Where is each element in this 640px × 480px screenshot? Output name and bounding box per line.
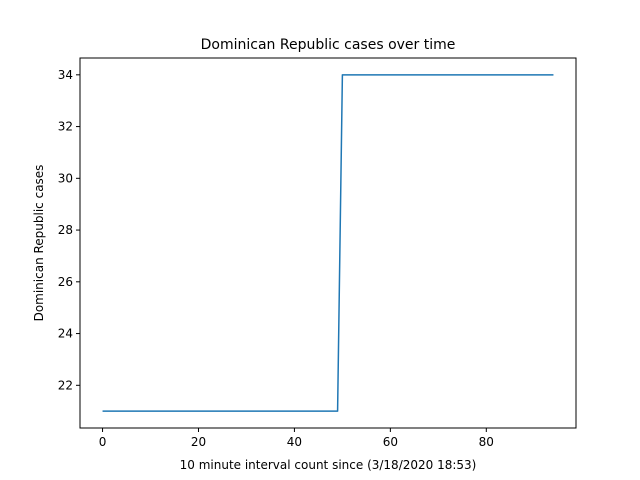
- y-tick-label: 22: [58, 378, 73, 392]
- x-tick-label: 20: [191, 435, 206, 449]
- x-tick-label: 40: [287, 435, 302, 449]
- chart-title: Dominican Republic cases over time: [201, 37, 456, 53]
- x-tick-label: 60: [383, 435, 398, 449]
- x-axis-label: 10 minute interval count since (3/18/202…: [180, 458, 477, 472]
- y-tick-label: 30: [58, 171, 73, 185]
- y-axis-label: Dominican Republic cases: [32, 165, 46, 322]
- y-tick-label: 28: [58, 223, 73, 237]
- y-tick-label: 24: [58, 327, 73, 341]
- x-tick-label: 80: [479, 435, 494, 449]
- x-tick-label: 0: [99, 435, 107, 449]
- y-tick-label: 34: [58, 68, 73, 82]
- y-tick-label: 26: [58, 275, 73, 289]
- y-tick-label: 32: [58, 120, 73, 134]
